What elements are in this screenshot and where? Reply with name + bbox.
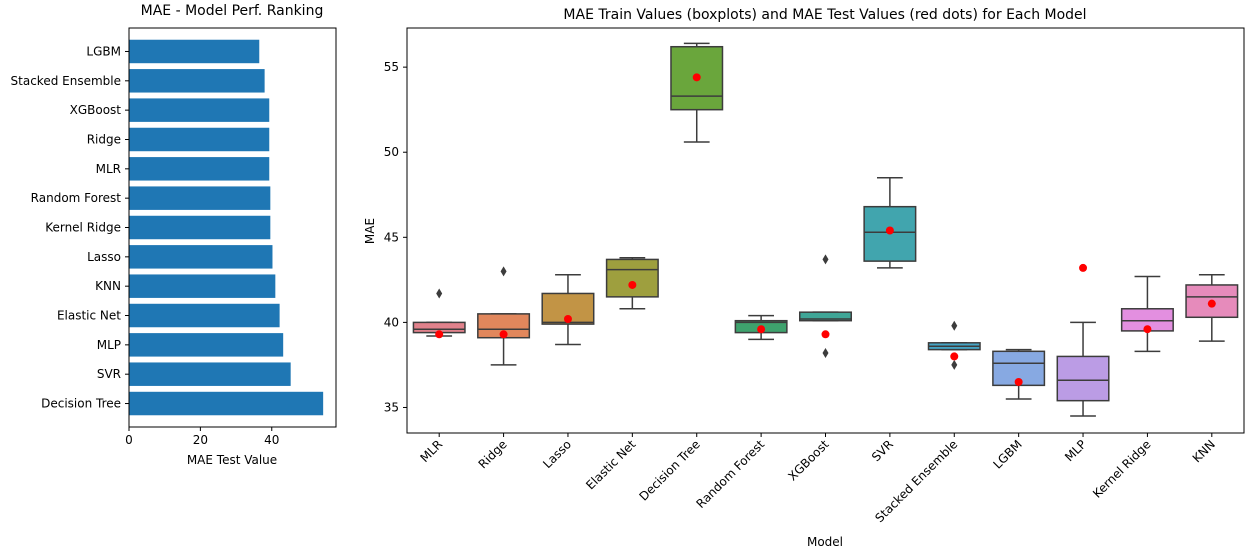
- x-tick-label: Random Forest: [693, 437, 767, 511]
- y-tick-label: XGBoost: [70, 103, 122, 117]
- x-tick-label: SVR: [869, 437, 896, 464]
- outlier-marker: [822, 254, 829, 265]
- x-tick-label: Ridge: [476, 437, 510, 471]
- box-group: [1120, 275, 1174, 353]
- bar: [129, 186, 271, 210]
- test-value-dot: [628, 280, 637, 289]
- bar: [129, 157, 270, 181]
- bar-chart-title: MAE - Model Perf. Ranking: [141, 3, 324, 19]
- box-group: [477, 266, 531, 366]
- x-tick-label: Kernel Ridge: [1090, 437, 1154, 501]
- y-tick-label: Random Forest: [31, 191, 122, 205]
- bar: [129, 127, 270, 152]
- box: [1056, 355, 1110, 402]
- x-tick-label: MLP: [1062, 437, 1089, 464]
- test-value-dot: [563, 314, 572, 323]
- x-tick-label: Elastic Net: [583, 437, 638, 492]
- bar: [129, 362, 291, 386]
- bar-chart-xlabel: MAE Test Value: [187, 453, 277, 467]
- boxplot-chart: MAE Train Values (boxplots) and MAE Test…: [363, 7, 1245, 549]
- test-value-dot: [821, 330, 830, 339]
- outlier-marker: [951, 320, 958, 331]
- boxplot-ticks: 35 40 45 50 55 MLR Ridge Lasso Elastic NetDecisi…: [384, 60, 1218, 525]
- box-group: [1185, 273, 1239, 342]
- outlier-marker: [951, 359, 958, 370]
- x-tick-label: 40: [264, 433, 279, 447]
- y-tick-label: 50: [384, 145, 399, 159]
- y-tick-label: Lasso: [87, 250, 121, 264]
- box-group: [541, 273, 595, 346]
- boxplot-chart-title: MAE Train Values (boxplots) and MAE Test…: [563, 7, 1086, 23]
- x-tick-label: 0: [125, 433, 133, 447]
- box-group: [670, 42, 724, 143]
- x-tick-label: XGBoost: [785, 437, 831, 483]
- test-value-dot: [757, 325, 766, 334]
- bar-ranking-chart: MAE - Model Perf. Ranking LGBM Stacked En…: [11, 3, 337, 467]
- x-tick-label: MLR: [417, 437, 445, 465]
- bar-chart-ticks: LGBM Stacked Ensemble XGBoost Ridge MLR Rando…: [11, 44, 280, 447]
- test-value-dot: [1014, 377, 1023, 386]
- bar: [129, 98, 270, 122]
- bar-series: [129, 39, 324, 416]
- y-tick-label: 40: [384, 315, 399, 329]
- box-group: [927, 320, 981, 370]
- test-value-dot: [1207, 299, 1216, 308]
- y-tick-label: Stacked Ensemble: [11, 74, 121, 88]
- box-group: [734, 314, 788, 341]
- y-tick-label: 35: [384, 400, 399, 414]
- box: [992, 350, 1046, 387]
- outlier-marker: [500, 266, 507, 277]
- x-tick-label: Decision Tree: [636, 437, 702, 503]
- x-tick-label: KNN: [1190, 437, 1218, 465]
- box-group: [412, 288, 466, 339]
- y-tick-label: 55: [384, 60, 399, 74]
- bar: [129, 245, 273, 269]
- y-tick-label: Ridge: [87, 132, 121, 146]
- bar-chart-frame: [128, 27, 337, 428]
- bar: [129, 274, 276, 298]
- box: [605, 258, 659, 298]
- y-tick-label: LGBM: [86, 44, 121, 58]
- box: [798, 311, 853, 322]
- test-value-dot: [692, 73, 701, 82]
- bar: [129, 39, 260, 64]
- box-group: [863, 176, 917, 269]
- box-group: [1056, 263, 1110, 417]
- bar: [129, 215, 271, 240]
- y-tick-label: SVR: [97, 367, 121, 381]
- bar: [129, 333, 284, 357]
- box-group: [605, 256, 659, 310]
- boxplot-ylabel: MAE: [363, 218, 377, 244]
- bar: [129, 69, 265, 93]
- test-value-dot: [499, 330, 508, 339]
- box-group: [798, 254, 853, 359]
- bar: [129, 303, 280, 328]
- boxplot-frame: [406, 27, 1245, 434]
- x-tick-label: 20: [193, 433, 208, 447]
- y-tick-label: MLP: [97, 338, 121, 352]
- y-tick-label: Decision Tree: [41, 397, 121, 411]
- outlier-marker: [822, 348, 829, 359]
- test-value-dot: [885, 226, 894, 235]
- outlier-marker: [436, 288, 443, 299]
- test-value-dot: [435, 330, 444, 339]
- test-value-dot: [950, 352, 959, 361]
- y-tick-label: KNN: [95, 279, 121, 293]
- box-group: [992, 348, 1046, 400]
- y-tick-label: Elastic Net: [57, 309, 121, 323]
- test-value-dot: [1143, 325, 1152, 334]
- y-tick-label: 45: [384, 230, 399, 244]
- boxplot-xlabel: Model: [807, 535, 843, 549]
- y-tick-label: MLR: [96, 162, 121, 176]
- boxplot-series: [412, 42, 1239, 417]
- y-tick-label: Kernel Ridge: [45, 221, 121, 235]
- bar: [129, 391, 324, 416]
- x-tick-label: LGBM: [990, 437, 1024, 471]
- x-tick-label: Lasso: [540, 437, 574, 471]
- test-value-dot: [1079, 263, 1088, 272]
